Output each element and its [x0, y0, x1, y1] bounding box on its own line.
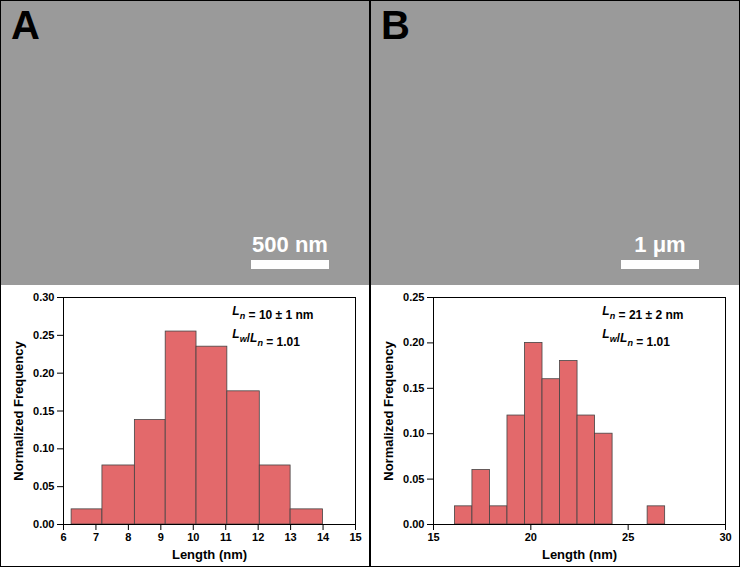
svg-text:Length (nm): Length (nm) [542, 547, 617, 562]
svg-text:Normalized Frequency: Normalized Frequency [381, 341, 396, 481]
svg-text:15: 15 [349, 531, 361, 543]
svg-text:0.00: 0.00 [33, 518, 54, 530]
svg-text:Normalized Frequency: Normalized Frequency [11, 341, 26, 481]
svg-text:0.10: 0.10 [403, 427, 424, 439]
html-text:500 nm: 500 nm [252, 232, 328, 257]
svg-text:8: 8 [125, 531, 131, 543]
html-text:1 μm: 1 μm [634, 232, 686, 257]
svg-text:0.20: 0.20 [33, 367, 54, 379]
svg-text:12: 12 [252, 531, 264, 543]
html-text:B: B [381, 3, 410, 47]
svg-text:6: 6 [60, 531, 66, 543]
svg-text:Lw/Ln = 1.01: Lw/Ln = 1.01 [232, 327, 300, 349]
svg-text:0.25: 0.25 [403, 291, 424, 303]
svg-text:0.05: 0.05 [403, 473, 424, 485]
svg-text:11: 11 [220, 531, 232, 543]
svg-text:Lw/Ln = 1.01: Lw/Ln = 1.01 [602, 327, 670, 349]
svg-text:0.15: 0.15 [403, 382, 424, 394]
svg-text:0.25: 0.25 [33, 329, 54, 341]
svg-text:13: 13 [284, 531, 296, 543]
html-text:A: A [11, 3, 40, 47]
svg-text:10: 10 [187, 531, 199, 543]
svg-text:0.10: 0.10 [33, 442, 54, 454]
svg-text:0.20: 0.20 [403, 336, 424, 348]
svg-text:0.00: 0.00 [403, 518, 424, 530]
svg-text:15: 15 [427, 531, 439, 543]
svg-text:Ln = 21 ± 2 nm: Ln = 21 ± 2 nm [602, 304, 683, 322]
svg-text:9: 9 [158, 531, 164, 543]
svg-text:0.30: 0.30 [33, 291, 54, 303]
svg-text:30: 30 [719, 531, 731, 543]
svg-text:0.05: 0.05 [33, 480, 54, 492]
svg-text:20: 20 [525, 531, 537, 543]
svg-text:0.15: 0.15 [33, 405, 54, 417]
svg-text:14: 14 [317, 531, 330, 543]
svg-text:25: 25 [622, 531, 634, 543]
svg-text:Ln = 10 ± 1 nm: Ln = 10 ± 1 nm [232, 304, 313, 322]
svg-text:7: 7 [93, 531, 99, 543]
svg-text:Length (nm): Length (nm) [172, 547, 247, 562]
